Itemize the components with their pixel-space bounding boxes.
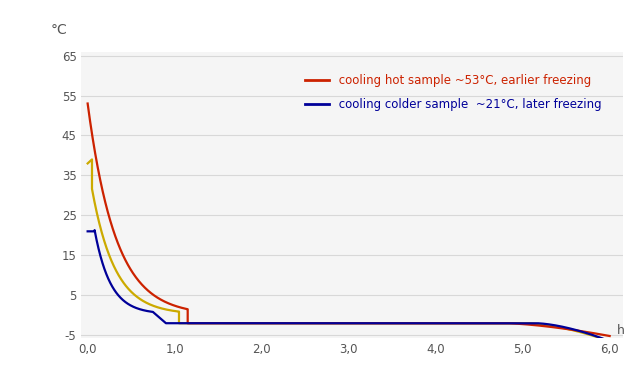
Text: °C: °C (51, 23, 68, 37)
Text: h: h (616, 324, 625, 337)
Legend:  cooling hot sample ~53°C, earlier freezing,  cooling colder sample  ~21°C, late: cooling hot sample ~53°C, earlier freezi… (300, 69, 606, 116)
